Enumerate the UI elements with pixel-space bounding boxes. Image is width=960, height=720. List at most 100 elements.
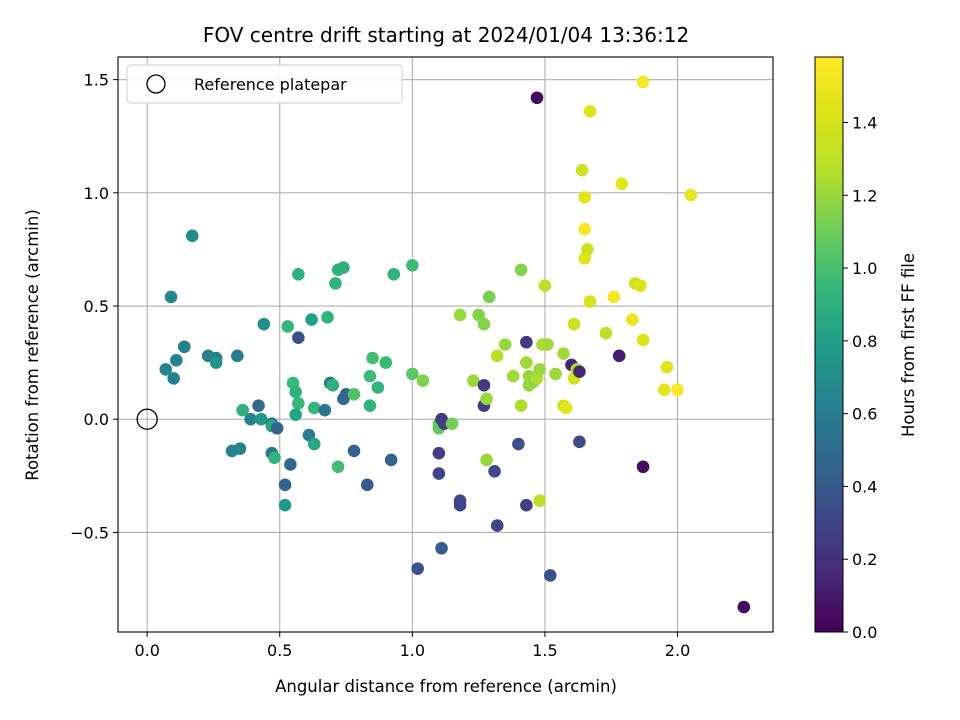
scatter-point: [406, 367, 419, 381]
scatter-point: [360, 478, 374, 492]
scatter-point: [578, 191, 592, 204]
scatter-point: [326, 378, 340, 392]
legend-marker-reference: [146, 74, 166, 94]
scatter-point: [530, 91, 544, 105]
scatter-point: [270, 421, 284, 435]
scatter-point: [583, 105, 597, 118]
scatter-point: [347, 388, 361, 401]
scatter-point: [657, 383, 671, 397]
colorbar-tick-label: 0.4: [852, 477, 877, 496]
scatter-point: [671, 383, 684, 397]
y-axis-label: Rotation from reference (arcmin): [23, 209, 42, 481]
scatter-point: [543, 569, 557, 582]
scatter-point: [490, 349, 504, 363]
colorbar-tick-label: 1.2: [852, 186, 877, 205]
scatter-point: [514, 263, 528, 277]
scatter-point: [337, 261, 350, 274]
y-tick-label: 0.0: [84, 410, 109, 429]
scatter-point: [520, 498, 533, 512]
scatter-point: [284, 458, 297, 471]
scatter-point: [453, 308, 467, 322]
scatter-point: [578, 222, 592, 236]
scatter-point: [209, 356, 223, 369]
colorbar-tick-label: 0.2: [852, 550, 877, 569]
scatter-point: [292, 268, 305, 281]
scatter-point: [292, 397, 305, 410]
colorbar-frame: [814, 56, 844, 633]
scatter-point: [514, 399, 528, 412]
scatter-point: [379, 356, 393, 369]
scatter-point: [533, 363, 546, 376]
scatter-point: [185, 229, 199, 243]
scatter-point: [737, 600, 751, 614]
scatter-point: [599, 326, 613, 340]
scatter-point: [612, 349, 626, 363]
scatter-point: [307, 437, 321, 451]
scatter-point: [512, 437, 525, 451]
x-axis: 0.0 0.5 1.0 1.5 2.0: [134, 632, 690, 660]
scatter-point: [573, 365, 586, 378]
scatter-point: [636, 460, 650, 474]
scatter-point: [236, 403, 249, 417]
scatter-point: [254, 412, 268, 426]
scatter-point: [177, 340, 191, 354]
scatter-point: [329, 277, 342, 290]
scatter-point: [289, 385, 302, 399]
scatter-point: [467, 374, 480, 388]
scatter-point: [498, 338, 512, 351]
scatter-point: [634, 279, 647, 292]
scatter-point: [506, 369, 520, 383]
scatter-point: [583, 295, 597, 308]
scatter-point: [575, 163, 589, 177]
scatter-point: [684, 188, 698, 202]
scatter-point: [432, 446, 446, 460]
scatter-point: [371, 381, 385, 394]
x-axis-label: Angular distance from reference (arcmin): [275, 677, 617, 696]
reference-marker: [136, 408, 158, 430]
scatter-point: [292, 331, 305, 345]
scatter-point: [453, 498, 467, 512]
scatter-point: [268, 451, 281, 464]
y-axis: −0.5 0.0 0.5 1.0 1.5: [70, 71, 118, 542]
scatter-point: [347, 444, 361, 458]
colorbar-ticks: 0.0 0.2 0.4 0.6 0.8 1.0 1.2 1.4: [843, 114, 877, 642]
scatter-point: [520, 356, 533, 369]
scatter-point: [549, 367, 562, 381]
scatter-point: [573, 435, 586, 449]
scatter-point: [482, 290, 496, 304]
scatter-point: [366, 351, 379, 365]
scatter-point: [538, 279, 552, 292]
scatter-point: [607, 290, 621, 304]
scatter-point: [387, 268, 401, 281]
scatter-point: [559, 401, 573, 415]
colorbar-gradient: [815, 57, 843, 632]
scatter-point: [363, 399, 377, 412]
scatter-point: [626, 313, 639, 326]
scatter-point: [567, 317, 581, 331]
scatter-point: [636, 333, 650, 347]
scatter-point: [331, 460, 345, 474]
scatter-point: [480, 453, 493, 467]
x-tick-label: 0.0: [134, 641, 159, 660]
colorbar-tick-label: 1.0: [852, 259, 877, 278]
colorbar-label: Hours from first FF file: [899, 253, 918, 437]
y-tick-label: 0.5: [84, 297, 109, 316]
colorbar-tick-label: 1.4: [852, 114, 877, 133]
scatter-point: [170, 354, 183, 367]
scatter-point: [636, 75, 650, 89]
scatter-point: [278, 498, 292, 512]
scatter-point: [477, 317, 491, 331]
scatter-point: [557, 347, 570, 360]
scatter-point: [480, 392, 493, 406]
legend-label-reference: Reference platepar: [194, 75, 347, 94]
scatter-point: [252, 399, 265, 412]
scatter-point: [490, 519, 504, 532]
scatter-point: [435, 541, 448, 555]
y-tick-label: −0.5: [70, 523, 109, 542]
legend: Reference platepar: [126, 64, 403, 104]
colorbar-tick-label: 0.0: [852, 623, 877, 642]
scatter-point: [321, 311, 334, 324]
scatter-point: [244, 412, 257, 426]
colorbar-tick-label: 0.6: [852, 405, 877, 424]
